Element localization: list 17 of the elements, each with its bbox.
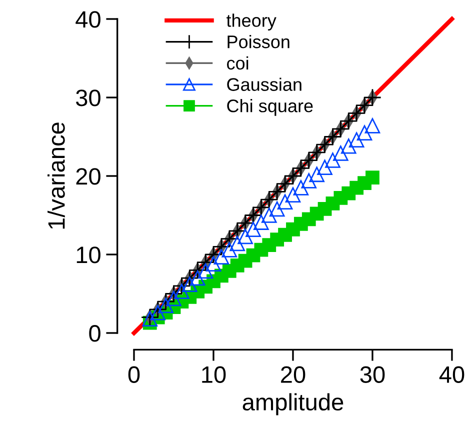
- legend-label: Chi square: [227, 99, 313, 116]
- x-tick-label: 30: [360, 366, 385, 383]
- x-tick-label: 20: [281, 366, 306, 383]
- y-tick-label: 20: [76, 168, 100, 185]
- y-tick-label: 10: [76, 246, 100, 264]
- x-tick-label: 40: [439, 366, 464, 383]
- y-tick-label: 30: [76, 90, 100, 106]
- x-tick-label: 10: [202, 366, 226, 383]
- x-axis-title: amplitude: [242, 393, 344, 416]
- legend-label: Poisson: [228, 35, 290, 48]
- legend-label: theory: [226, 14, 276, 30]
- legend-label: coi: [227, 56, 248, 70]
- y-axis-title: 1/variance: [48, 122, 65, 229]
- y-tick-label: 0: [89, 325, 100, 342]
- x-tick-label: 0: [128, 366, 140, 383]
- legend-label: Gaussian: [227, 78, 302, 91]
- y-tick-label: 40: [76, 11, 100, 28]
